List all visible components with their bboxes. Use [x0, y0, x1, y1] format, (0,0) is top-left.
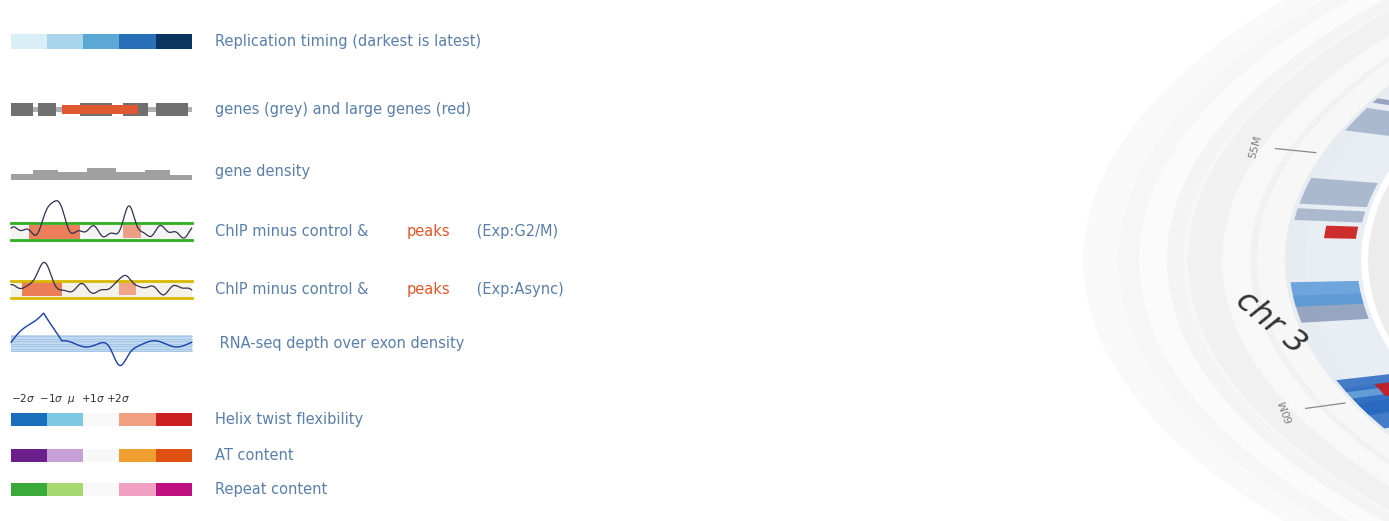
Bar	[119, 450, 156, 462]
Bar	[156, 450, 192, 462]
Polygon shape	[1293, 293, 1368, 322]
Polygon shape	[1300, 178, 1378, 207]
Bar	[83, 450, 119, 462]
Bar	[11, 103, 33, 116]
Bar	[11, 450, 47, 462]
Text: Helix twist flexibility: Helix twist flexibility	[215, 412, 364, 427]
Bar	[47, 413, 83, 426]
Polygon shape	[1295, 208, 1365, 222]
Polygon shape	[1324, 226, 1358, 239]
Polygon shape	[1118, 0, 1389, 521]
Polygon shape	[1353, 390, 1389, 415]
Bar	[61, 105, 138, 114]
Bar	[38, 103, 56, 116]
Bar	[119, 413, 156, 426]
Bar	[156, 34, 192, 49]
Bar	[124, 103, 149, 116]
Text: ChIP minus control &: ChIP minus control &	[215, 225, 374, 239]
Bar	[11, 336, 192, 353]
Bar	[11, 280, 192, 298]
Text: ChIP minus control &: ChIP minus control &	[215, 282, 374, 296]
Polygon shape	[1343, 380, 1389, 407]
Bar	[47, 34, 83, 49]
Text: 55M: 55M	[1247, 134, 1263, 159]
Bar	[83, 34, 119, 49]
Bar	[11, 223, 192, 240]
Bar	[47, 450, 83, 462]
Text: gene density: gene density	[215, 165, 310, 179]
Polygon shape	[1285, 0, 1389, 521]
Text: Repeat content: Repeat content	[215, 482, 328, 497]
Bar	[83, 483, 119, 496]
Bar	[119, 483, 156, 496]
Bar	[47, 483, 83, 496]
Bar	[11, 107, 192, 112]
Polygon shape	[1345, 382, 1389, 416]
Bar	[83, 413, 119, 426]
Text: chr 3: chr 3	[1229, 285, 1313, 361]
Text: peaks: peaks	[407, 282, 450, 296]
Bar	[156, 413, 192, 426]
Text: 60M: 60M	[1278, 398, 1295, 424]
Polygon shape	[1368, 0, 1389, 521]
Text: AT content: AT content	[215, 449, 294, 463]
Bar	[156, 103, 188, 116]
Bar	[22, 282, 61, 296]
Polygon shape	[1188, 0, 1389, 521]
Polygon shape	[1372, 98, 1389, 113]
Polygon shape	[1083, 0, 1389, 521]
Bar	[11, 34, 47, 49]
Text: (Exp:Async): (Exp:Async)	[472, 282, 564, 296]
Text: (Exp:G2/M): (Exp:G2/M)	[472, 225, 558, 239]
Bar	[156, 483, 192, 496]
Bar	[119, 34, 156, 49]
Polygon shape	[1167, 0, 1389, 521]
Text: peaks: peaks	[407, 225, 450, 239]
Bar	[79, 103, 113, 116]
Polygon shape	[1375, 380, 1389, 396]
Bar	[124, 226, 142, 238]
Polygon shape	[1290, 281, 1364, 307]
Polygon shape	[1345, 108, 1389, 139]
Bar	[119, 283, 136, 295]
Polygon shape	[1250, 0, 1389, 521]
Text: genes (grey) and large genes (red): genes (grey) and large genes (red)	[215, 102, 471, 117]
Text: $-2\sigma$  $-1\sigma$  $\mu$  $+1\sigma$ $+2\sigma$: $-2\sigma$ $-1\sigma$ $\mu$ $+1\sigma$ $…	[11, 392, 131, 405]
Polygon shape	[11, 168, 192, 180]
Bar	[11, 483, 47, 496]
Polygon shape	[1336, 373, 1389, 392]
Bar	[11, 413, 47, 426]
Text: Replication timing (darkest is latest): Replication timing (darkest is latest)	[215, 34, 482, 49]
Text: RNA-seq depth over exon density: RNA-seq depth over exon density	[215, 337, 465, 351]
Polygon shape	[1357, 395, 1389, 428]
Bar	[29, 225, 79, 239]
